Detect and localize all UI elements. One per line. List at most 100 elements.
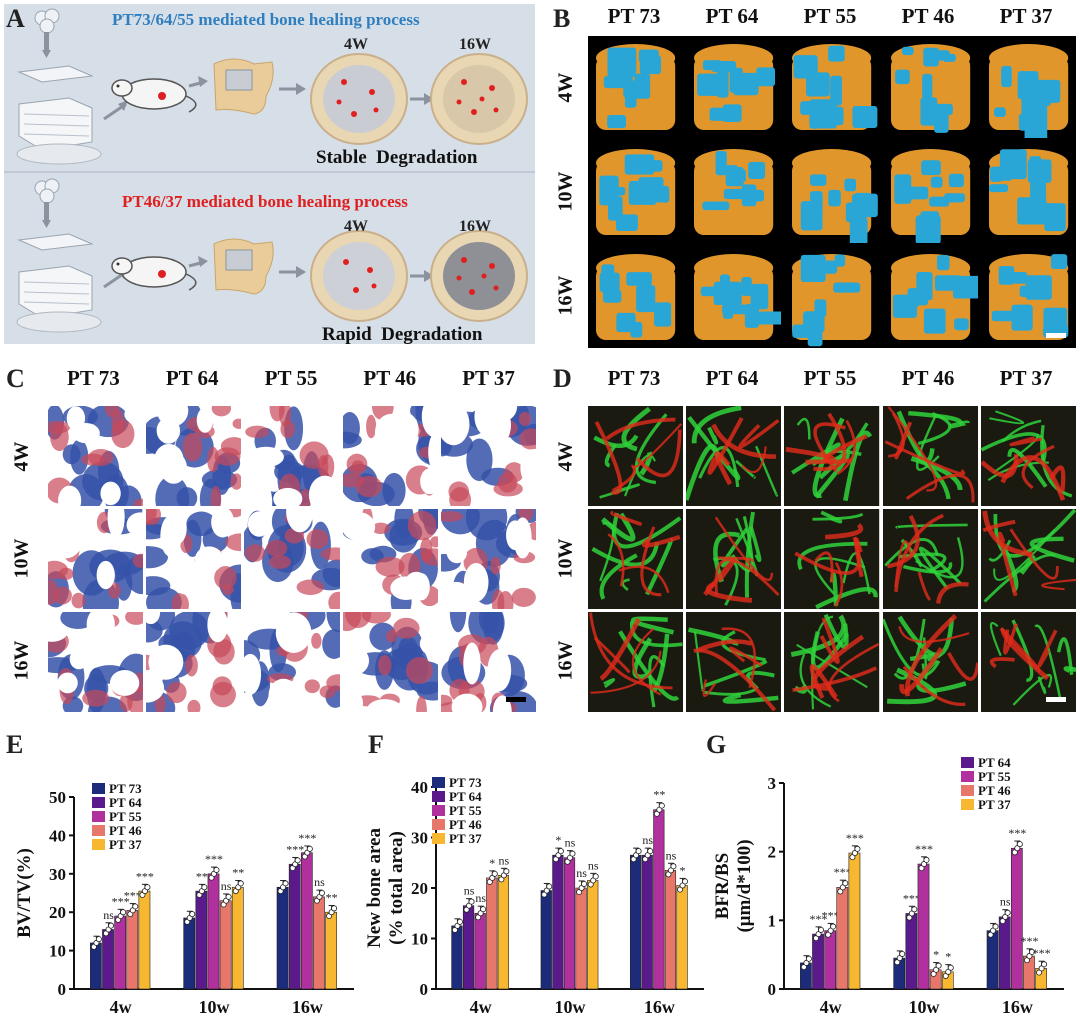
data-point [318, 889, 325, 896]
y-axis-label: BV/TV(%) [14, 848, 35, 938]
microct-image-tile [686, 36, 782, 138]
bar [563, 857, 576, 990]
row-label: 4W [10, 441, 33, 472]
data-point [456, 918, 463, 925]
y-tick-label: 0 [420, 980, 429, 999]
scale-bar [1046, 333, 1066, 338]
x-tick-label: 4w [110, 997, 132, 1017]
legend-label: PT 55 [449, 803, 482, 818]
panel-b-microct-grid [588, 36, 1076, 348]
microct-image-tile [980, 36, 1076, 138]
legend-swatch [961, 757, 974, 768]
bar [183, 917, 196, 990]
legend-label: PT 37 [978, 797, 1011, 812]
x-tick-label: 10w [555, 997, 586, 1017]
data-point [682, 878, 689, 885]
bar [676, 885, 688, 990]
legend-swatch [92, 797, 105, 808]
bar [664, 870, 677, 990]
panel-c-letter: C [6, 364, 25, 393]
legend-label: PT 46 [978, 783, 1011, 798]
data-point [670, 863, 677, 870]
column-label: PT 55 [264, 366, 318, 390]
column-label: PT 64 [705, 4, 759, 28]
significance-label: ns [666, 848, 677, 862]
bar [195, 890, 208, 990]
significance-label: ns [576, 866, 587, 880]
bar [824, 930, 837, 990]
row-label: 10W [554, 538, 577, 579]
legend-label: PT 46 [109, 823, 142, 838]
significance-label: ** [653, 788, 665, 802]
legend-label: PT 46 [449, 817, 482, 832]
y-tick-label: 0 [768, 980, 777, 999]
histology-image-tile [342, 509, 438, 609]
bar [1010, 847, 1023, 990]
histology-image-tile [146, 612, 242, 712]
fluorescence-image-tile [980, 406, 1076, 506]
legend-swatch [961, 799, 974, 810]
row-label: 4W [554, 441, 577, 472]
column-label: PT 64 [705, 366, 759, 390]
panel-a-caption-bottom: Rapid Degradation [322, 324, 483, 345]
significance-label: * [933, 948, 939, 962]
fluorescence-image-tile [882, 612, 978, 712]
printer-icon-bottom [34, 178, 60, 228]
row-label: 4W [554, 72, 577, 103]
column-label: PT 73 [607, 366, 661, 390]
data-point [635, 848, 642, 855]
column-label: PT 64 [165, 366, 219, 390]
significance-label: *** [846, 831, 864, 845]
x-tick-label: 16w [1002, 997, 1033, 1017]
significance-label: *** [136, 869, 154, 883]
panel-a: A PT73/64/55 mediated bone healing proce… [4, 4, 535, 345]
fluorescence-image-tile [588, 612, 684, 712]
significance-label: *** [903, 891, 921, 905]
legend-label: PT 73 [449, 775, 482, 790]
histology-image-tile [342, 406, 438, 506]
data-point [237, 880, 244, 887]
significance-label: * [680, 863, 686, 877]
significance-label: *** [298, 831, 316, 845]
significance-label: ns [565, 836, 576, 850]
row-label: 10W [554, 171, 577, 212]
data-point [225, 893, 232, 900]
data-point [911, 906, 918, 913]
column-label: PT 73 [67, 366, 120, 390]
bar [641, 854, 653, 990]
histology-image-tile [48, 509, 144, 609]
significance-label: *** [286, 842, 304, 856]
panel-b-column-labels: PT 73 PT 64 PT 55 PT 46 PT 37 [585, 4, 1075, 32]
panel-c-column-labels: PT 73 PT 64 PT 55 PT 46 PT 37 [44, 366, 538, 394]
panel-a-time-4: 16W [459, 218, 491, 235]
data-point [805, 955, 812, 962]
legend-label: PT 73 [978, 755, 1011, 756]
legend-label: PT 64 [978, 755, 1011, 770]
scale-bar [1046, 697, 1066, 702]
bar [102, 929, 114, 990]
panel-f-letter: F [368, 730, 384, 759]
bar [219, 900, 232, 990]
bar [486, 877, 498, 990]
row-label: 16W [554, 275, 577, 316]
panel-d-row-labels: 4W 10W 16W [548, 406, 588, 712]
bar [653, 809, 665, 990]
fluorescence-image-tile [784, 612, 880, 712]
panel-e-letter: E [6, 730, 24, 759]
bar [836, 887, 849, 990]
scale-bar [506, 697, 526, 702]
y-tick-label: 40 [411, 778, 428, 797]
bar [231, 886, 244, 990]
bar [575, 887, 587, 990]
significance-label: *** [915, 842, 933, 856]
row-label: 16W [554, 640, 577, 681]
bar [325, 911, 337, 990]
data-point [592, 873, 599, 880]
bar [848, 852, 861, 990]
significance-label: *** [834, 865, 852, 879]
microct-image-tile [686, 141, 782, 243]
bar [629, 854, 642, 990]
bar [313, 896, 325, 990]
data-point [1028, 948, 1035, 955]
